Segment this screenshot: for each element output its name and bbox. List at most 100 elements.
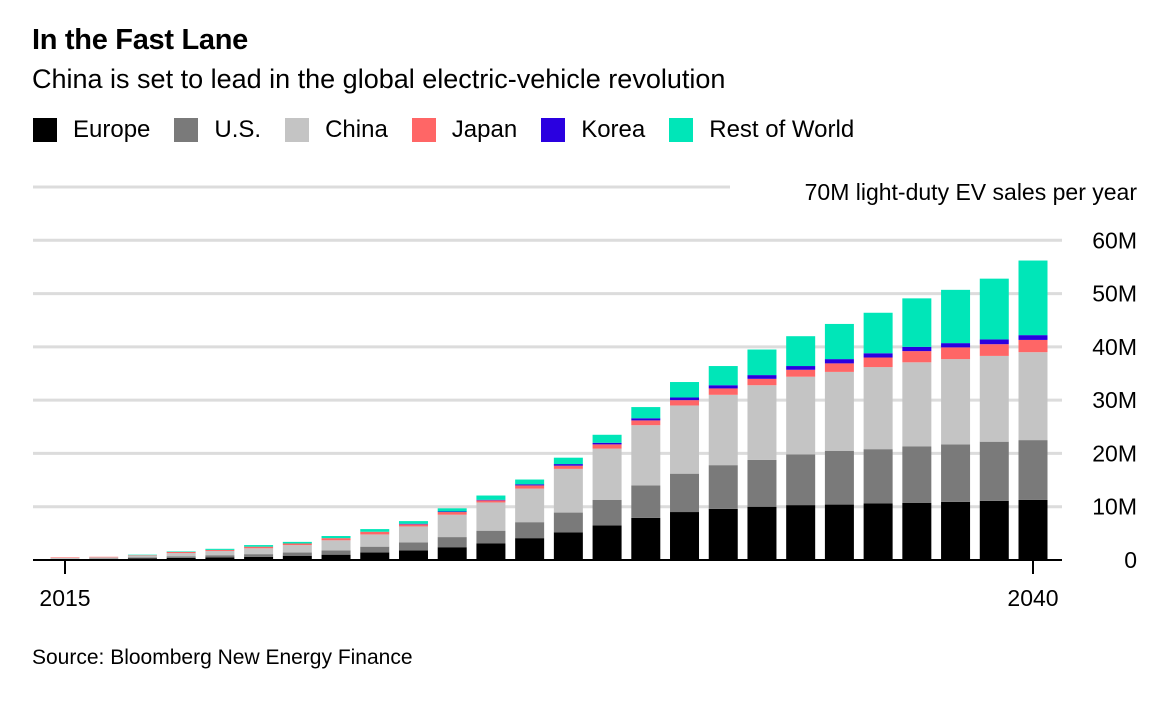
bar-stack-2040 bbox=[1018, 260, 1048, 560]
legend-swatch-china bbox=[285, 118, 310, 142]
bar-segment-japan bbox=[476, 500, 506, 503]
bar-segment-japan bbox=[786, 369, 816, 377]
bar-segment-europe bbox=[282, 555, 312, 560]
bar-segment-japan bbox=[708, 388, 738, 395]
legend-label-us: U.S. bbox=[214, 116, 262, 143]
bar-segment-rest-of-world bbox=[592, 434, 622, 443]
legend-label-rest-of-world: Rest of World bbox=[709, 116, 855, 143]
bar-stack-2037 bbox=[902, 298, 932, 560]
bar-segment-u-s- bbox=[553, 512, 583, 533]
bar-segment-japan bbox=[824, 363, 854, 372]
bar-segment-u-s- bbox=[398, 542, 428, 551]
axes: 0 10M 20M 30M 40M 50M 60M 2015 2040 bbox=[33, 227, 1137, 611]
bar-segment-u-s- bbox=[437, 537, 467, 548]
bar-segment-china bbox=[708, 394, 738, 466]
bar-stack-2028 bbox=[553, 457, 583, 560]
bar-segment-rest-of-world bbox=[205, 548, 235, 550]
bar-segment-japan bbox=[398, 524, 428, 527]
bar-segment-europe bbox=[321, 554, 351, 560]
bar-stack-2022 bbox=[321, 536, 351, 560]
bar-stack-2030 bbox=[631, 407, 661, 560]
bar-segment-korea bbox=[979, 339, 1009, 345]
bar-segment-europe bbox=[437, 547, 467, 560]
bar-segment-japan bbox=[205, 549, 235, 551]
bar-segment-rest-of-world bbox=[515, 479, 545, 485]
bar-segment-u-s- bbox=[89, 558, 119, 559]
bar-stack-2036 bbox=[863, 312, 893, 560]
bar-segment-rest-of-world bbox=[824, 323, 854, 360]
bar-segment-korea bbox=[592, 442, 622, 445]
bar-stack-2027 bbox=[515, 479, 545, 560]
bar-segment-japan bbox=[127, 555, 157, 556]
y-axis-annotation: 70M light-duty EV sales per year bbox=[805, 179, 1138, 205]
bars bbox=[50, 260, 1048, 560]
bar-segment-china bbox=[360, 534, 390, 547]
bar-segment-u-s- bbox=[708, 465, 738, 509]
bar-stack-2032 bbox=[708, 366, 738, 560]
bar-stack-2034 bbox=[786, 336, 816, 560]
bar-segment-europe bbox=[476, 543, 506, 560]
bar-stack-2020 bbox=[244, 545, 274, 560]
bar-segment-rest-of-world bbox=[670, 382, 700, 398]
bar-segment-korea bbox=[863, 353, 893, 358]
bar-stack-2035 bbox=[824, 323, 854, 560]
bar-segment-china bbox=[282, 545, 312, 553]
legend-label-korea: Korea bbox=[581, 116, 646, 143]
bar-segment-rest-of-world bbox=[127, 554, 157, 556]
bar-segment-europe bbox=[747, 506, 777, 560]
bar-segment-korea bbox=[631, 418, 661, 421]
bar-segment-rest-of-world bbox=[321, 536, 351, 539]
bar-segment-u-s- bbox=[863, 449, 893, 504]
bar-segment-korea bbox=[670, 397, 700, 401]
bar-segment-korea bbox=[553, 464, 583, 466]
bar-segment-china bbox=[205, 550, 235, 556]
y-tick-label: 50M bbox=[1092, 281, 1137, 307]
bar-segment-u-s- bbox=[244, 554, 274, 557]
bar-segment-china bbox=[515, 488, 545, 523]
bar-segment-korea bbox=[747, 375, 777, 379]
bar-stack-2039 bbox=[979, 278, 1009, 560]
bar-segment-china bbox=[631, 425, 661, 486]
bar-segment-europe bbox=[166, 557, 196, 560]
bar-segment-korea bbox=[786, 366, 816, 370]
bar-segment-rest-of-world bbox=[553, 457, 583, 465]
bar-segment-japan bbox=[515, 485, 545, 489]
bar-segment-japan bbox=[282, 543, 312, 546]
x-tick-label: 2015 bbox=[39, 585, 90, 611]
bar-segment-japan bbox=[244, 546, 274, 549]
bar-segment-europe bbox=[244, 556, 274, 560]
bar-segment-china bbox=[824, 371, 854, 451]
legend-item-europe: Europe bbox=[33, 116, 150, 144]
bar-segment-rest-of-world bbox=[360, 529, 390, 532]
bar-stack-2018 bbox=[166, 551, 196, 560]
bar-segment-japan bbox=[631, 420, 661, 426]
bar-stack-2023 bbox=[360, 529, 390, 560]
bar-stack-2024 bbox=[398, 521, 428, 560]
bar-segment-japan bbox=[979, 344, 1009, 356]
bar-segment-china bbox=[476, 502, 506, 531]
bar-segment-u-s- bbox=[515, 522, 545, 539]
bar-segment-rest-of-world bbox=[244, 545, 274, 547]
bar-segment-japan bbox=[321, 538, 351, 541]
bar-segment-u-s- bbox=[282, 552, 312, 556]
bar-segment-korea bbox=[902, 346, 932, 352]
bar-segment-korea bbox=[437, 511, 467, 513]
y-tick-label: 40M bbox=[1092, 334, 1137, 360]
bar-segment-europe bbox=[902, 502, 932, 560]
bar-segment-japan bbox=[592, 444, 622, 449]
bar-segment-u-s- bbox=[902, 446, 932, 503]
y-tick-label: 0 bbox=[1124, 547, 1137, 573]
bar-segment-china bbox=[902, 362, 932, 447]
bar-segment-korea bbox=[941, 343, 971, 348]
bar-segment-japan bbox=[166, 552, 196, 554]
bar-segment-korea bbox=[824, 359, 854, 364]
bar-segment-china bbox=[941, 359, 971, 445]
bar-segment-rest-of-world bbox=[786, 336, 816, 367]
bar-segment-u-s- bbox=[321, 550, 351, 555]
bar-segment-rest-of-world bbox=[863, 312, 893, 354]
legend-label-china: China bbox=[325, 116, 388, 143]
legend-swatch-europe bbox=[33, 118, 57, 142]
bar-segment-rest-of-world bbox=[631, 407, 661, 419]
chart-title: In the Fast Lane bbox=[32, 24, 248, 56]
bar-segment-u-s- bbox=[127, 557, 157, 559]
